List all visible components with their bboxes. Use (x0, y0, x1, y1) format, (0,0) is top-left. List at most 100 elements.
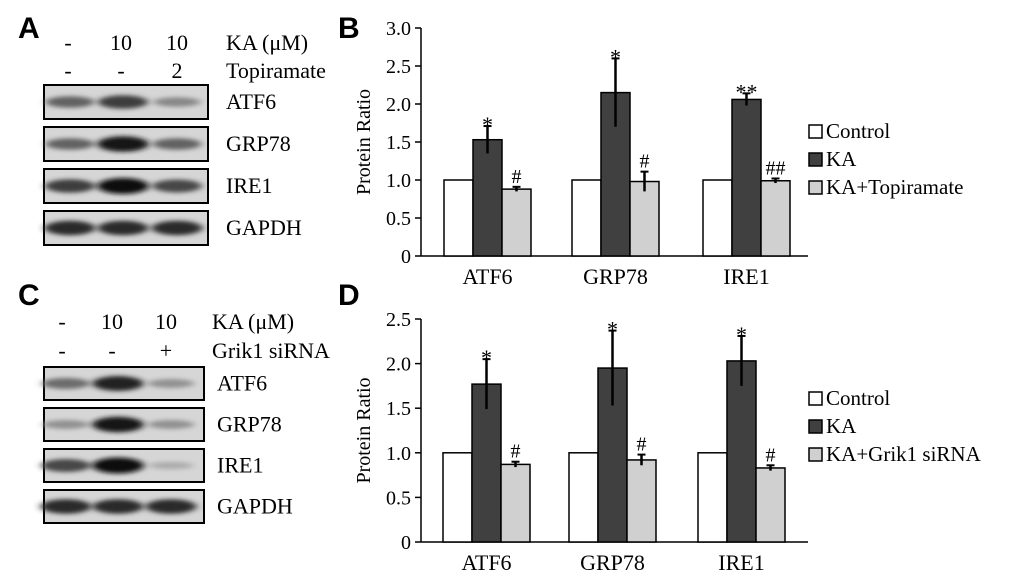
bar-control-grp78 (568, 452, 599, 543)
bar-ka-atf6 (472, 138, 503, 257)
blot-band (145, 499, 197, 514)
y-axis-label: Protein Ratio (353, 89, 375, 195)
blot-band (98, 95, 148, 109)
lane3-treatment-value: + (160, 338, 172, 363)
y-tick-label: 1.0 (386, 170, 411, 192)
lane1-ka-value: - (58, 309, 65, 334)
legend-label: Control (826, 386, 890, 410)
y-tick-label: 1.5 (386, 398, 411, 420)
bar-control-ire1 (702, 179, 733, 257)
lane2-ka-value: 10 (101, 309, 123, 334)
legend-swatch (808, 391, 823, 406)
y-tick-label: 3.0 (386, 18, 411, 40)
blot-band (41, 459, 91, 472)
significance-hash: # (766, 444, 776, 466)
blot-label: GRP78 (226, 131, 291, 156)
bar-ka-ire1 (726, 360, 757, 543)
legend-swatch (808, 419, 823, 434)
panel-letter-a: A (18, 12, 40, 45)
y-tick-label: 0.5 (386, 487, 411, 509)
lane2-treatment-value: - (117, 58, 124, 83)
significance-hash: # (511, 441, 521, 463)
x-category-label: ATF6 (462, 264, 512, 289)
lane2-ka-value: 10 (110, 30, 132, 55)
significance-star: * (736, 322, 747, 347)
chart-b: 0 0.5 1.0 1.5 2.0 2.5 3.0 Protein Ratio * # ATF6 * #… (353, 18, 964, 289)
blot-atf6: ATF6 (42, 366, 267, 401)
bar-ka-grik1-sirna-ire1 (755, 467, 786, 543)
blot-band (92, 457, 144, 474)
ka-label: KA (μM) (226, 30, 308, 55)
legend-swatch (808, 152, 823, 167)
ka-label: KA (μM) (212, 309, 294, 334)
lane3-ka-value: 10 (155, 309, 177, 334)
blot-gapdh: GAPDH (40, 489, 293, 524)
blot-band (92, 499, 144, 514)
panel-letter-b: B (338, 12, 360, 45)
blot-band (97, 136, 149, 152)
bar-control-atf6 (442, 452, 473, 543)
bar-control-atf6 (443, 179, 474, 257)
lane2-treatment-value: - (108, 338, 115, 363)
lane3-ka-value: 10 (166, 30, 188, 55)
blot-label: ATF6 (217, 371, 267, 396)
blot-band (45, 138, 95, 150)
bar-control-ire1 (697, 452, 728, 543)
blot-band (97, 220, 149, 236)
blot-band (42, 378, 90, 389)
blot-band (92, 376, 144, 391)
panel-a: A - 10 10 KA (μM) - - 2 Topiramate ATF6 G… (18, 12, 326, 246)
y-tick-label: 2.5 (386, 309, 411, 331)
bar-ka-grik1-sirna-grp78 (626, 459, 657, 543)
blot-label: IRE1 (217, 453, 263, 478)
significance-star: * (481, 345, 492, 370)
y-tick-label: 2.5 (386, 56, 411, 78)
blot-stack-c: ATF6 GRP78 IRE1 GAPDH (40, 366, 293, 524)
bar-ka-atf6 (471, 383, 502, 543)
blot-gapdh: GAPDH (43, 210, 302, 246)
blot-band (45, 96, 95, 108)
blot-label: GAPDH (217, 494, 293, 519)
legend-swatch (808, 180, 823, 195)
blot-ire1: IRE1 (41, 448, 263, 483)
significance-star: * (607, 317, 618, 342)
blot-grp78: GRP78 (43, 126, 291, 162)
blot-band (152, 138, 202, 150)
lane1-treatment-value: - (58, 338, 65, 363)
blot-band (148, 461, 194, 470)
lane1-ka-value: - (64, 30, 71, 55)
blot-label: IRE1 (226, 173, 272, 198)
blot-atf6: ATF6 (43, 84, 276, 120)
chart-d: 0 0.5 1.0 1.5 2.0 2.5 Protein Ratio * # ATF6 * # GRP… (353, 309, 982, 575)
x-category-label: IRE1 (718, 550, 764, 575)
blot-label: GAPDH (226, 215, 302, 240)
x-category-label: IRE1 (723, 264, 769, 289)
legend-swatch (808, 447, 823, 462)
significance-hash: # (512, 166, 522, 188)
blot-grp78: GRP78 (42, 407, 282, 442)
bar-ka-topiramate-grp78 (629, 180, 660, 257)
significance-hash: ## (766, 157, 786, 179)
treatment-label: Grik1 siRNA (212, 338, 330, 363)
y-tick-label: 2.0 (386, 94, 411, 116)
blot-band (152, 179, 202, 193)
x-category-label: GRP78 (583, 264, 648, 289)
treatment-label: Topiramate (226, 58, 326, 83)
y-tick-label: 2.0 (386, 354, 411, 376)
y-tick-label: 1.5 (386, 132, 411, 154)
panel-c: C - 10 10 KA (μM) - - + Grik1 siRNA ATF6… (18, 279, 330, 524)
blot-stack-a: ATF6 GRP78 IRE1 GAPDH (43, 84, 302, 246)
legend-swatch (808, 124, 823, 139)
blot-band (147, 420, 195, 429)
legend-label: KA (826, 147, 857, 171)
x-category-label: ATF6 (461, 550, 511, 575)
significance-star: * (610, 44, 621, 69)
blot-band (153, 97, 201, 107)
bar-control-grp78 (571, 179, 602, 257)
blot-band (44, 220, 96, 236)
y-tick-label: 0.5 (386, 208, 411, 230)
y-tick-label: 1.0 (386, 443, 411, 465)
blot-band (45, 179, 95, 193)
y-tick-label: 0 (401, 246, 411, 268)
